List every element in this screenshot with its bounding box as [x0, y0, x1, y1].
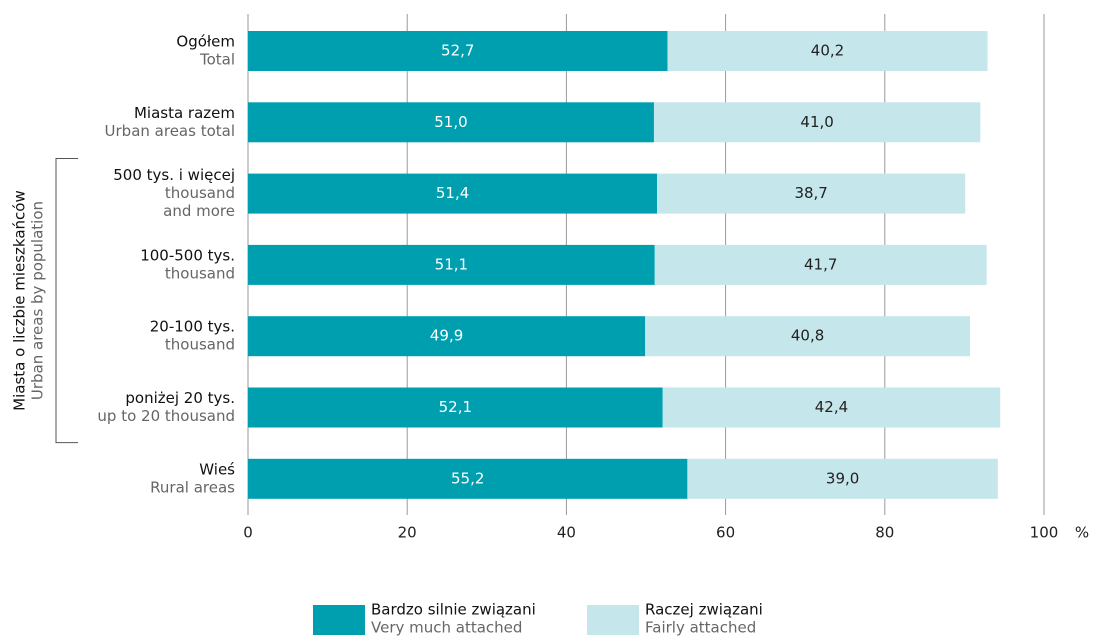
bar	[248, 244, 655, 285]
bar	[248, 458, 688, 499]
y-tick-label: Ogółem	[176, 33, 235, 51]
y-tick-label: Total	[199, 51, 235, 69]
x-tick-label: 0	[243, 524, 253, 542]
value-label: 55,2	[451, 469, 484, 487]
value-label: 41,7	[804, 255, 837, 273]
legend-label: Raczej związani	[645, 601, 763, 619]
x-tick-label: 20	[398, 524, 417, 542]
y-tick-label: thousand	[165, 336, 235, 354]
value-label: 52,7	[441, 42, 474, 60]
group-label: Urban areas by population	[29, 201, 47, 400]
y-tick-label: 100-500 tys.	[140, 246, 235, 264]
bar	[654, 244, 987, 285]
y-tick-label: thousand	[165, 184, 235, 202]
x-tick-label: 60	[716, 524, 735, 542]
y-tick-label: up to 20 thousand	[97, 407, 235, 425]
legend-label: Very much attached	[371, 619, 522, 637]
value-label: 39,0	[826, 469, 859, 487]
bar	[645, 316, 970, 357]
legend-label: Bardzo silnie związani	[371, 601, 536, 619]
value-label: 41,0	[800, 113, 833, 131]
bar	[248, 316, 646, 357]
bar	[248, 387, 663, 428]
group-label: Miasta o liczbie mieszkańców	[11, 190, 29, 411]
value-label: 49,9	[430, 327, 463, 345]
y-tick-label: Wieś	[199, 460, 235, 478]
y-tick-label: 500 tys. i więcej	[113, 166, 235, 184]
x-tick-label: 100	[1030, 524, 1059, 542]
value-label: 40,2	[811, 42, 844, 60]
y-tick-label: Miasta razem	[134, 104, 235, 122]
value-label: 51,1	[435, 255, 468, 273]
x-unit: %	[1075, 524, 1089, 542]
x-tick-label: 80	[875, 524, 894, 542]
y-tick-label: 20-100 tys.	[150, 318, 235, 336]
bar	[248, 102, 654, 143]
group-bracket	[55, 157, 78, 444]
value-label: 51,0	[434, 113, 467, 131]
value-label: 51,4	[436, 184, 469, 202]
value-label: 52,1	[439, 398, 472, 416]
y-tick-label: Urban areas total	[105, 122, 235, 140]
bar	[248, 173, 658, 214]
bar	[662, 387, 1001, 428]
legend-swatch	[313, 605, 365, 635]
value-label: 40,8	[791, 327, 824, 345]
x-tick-label: 40	[557, 524, 576, 542]
y-tick-label: thousand	[165, 264, 235, 282]
value-label: 42,4	[815, 398, 848, 416]
bar	[248, 31, 668, 71]
y-tick-label: poniżej 20 tys.	[125, 389, 235, 407]
y-tick-label: and more	[163, 202, 235, 220]
bar	[667, 31, 988, 71]
value-label: 38,7	[794, 184, 827, 202]
bar	[653, 102, 981, 143]
y-tick-label: Rural areas	[150, 478, 235, 496]
legend-swatch	[587, 605, 639, 635]
bar	[657, 173, 966, 214]
bar	[687, 458, 998, 499]
legend-label: Fairly attached	[645, 619, 756, 637]
